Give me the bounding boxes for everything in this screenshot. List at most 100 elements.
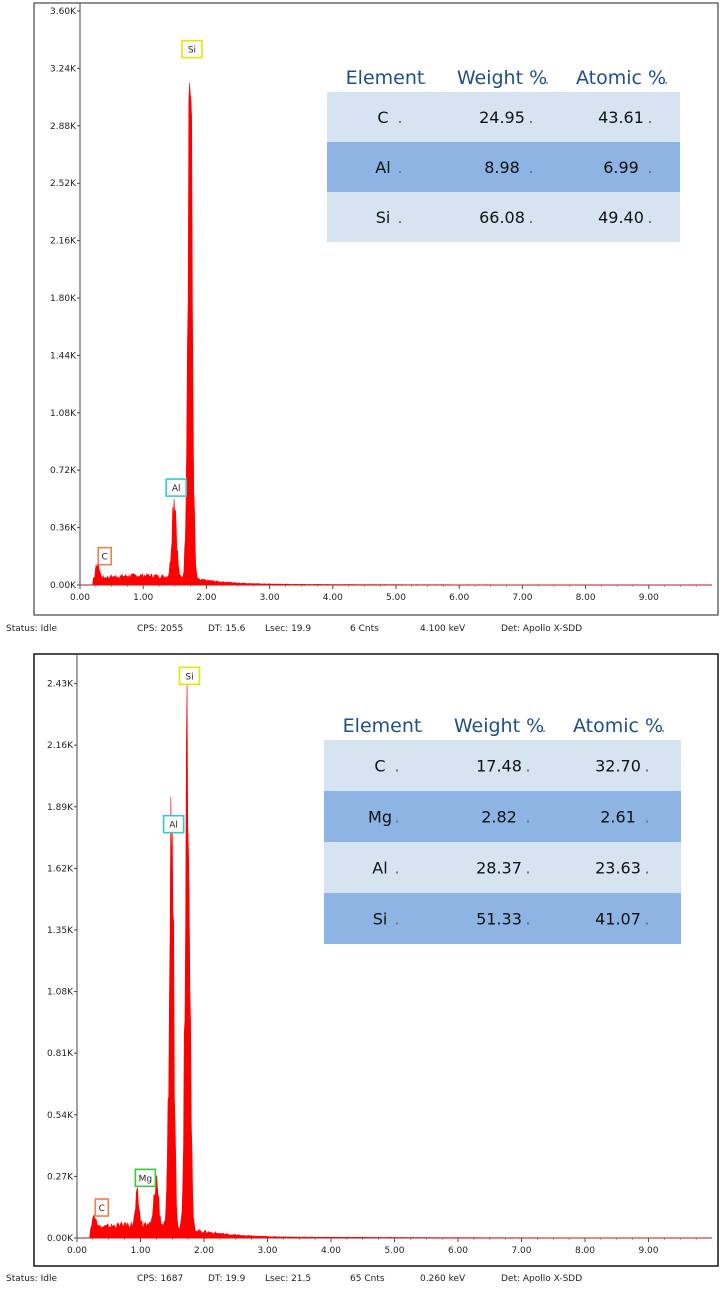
status-detector: Det: Apollo X-SDD <box>501 624 583 634</box>
y-tick-label: 2.52K <box>50 179 77 189</box>
x-tick-label: 7.00 <box>511 1246 531 1256</box>
peak-marker-label: Al <box>172 484 181 494</box>
table-header-mark <box>546 82 548 84</box>
x-tick-label: 5.00 <box>384 1246 404 1256</box>
table-cell-mark <box>646 922 648 925</box>
table-cell-mark <box>649 221 651 223</box>
status-dt: DT: 19.9 <box>208 1274 246 1284</box>
table-cell: 43.61 <box>598 108 644 127</box>
table-cell: 24.95 <box>479 108 525 127</box>
table-cell: 28.37 <box>476 859 522 878</box>
status-cps: CPS: 2055 <box>137 624 184 634</box>
table-header-mark <box>420 730 423 732</box>
status-bar-2: Status: Idle CPS: 1687 DT: 19.9 Lsec: 21… <box>0 1274 726 1292</box>
table-cell: 2.82 <box>481 808 517 827</box>
table-cell: 66.08 <box>479 208 525 227</box>
status-lsec: Lsec: 21.5 <box>265 1274 312 1284</box>
x-tick-label: 2.00 <box>194 1246 214 1256</box>
table-cell-mark <box>396 769 398 772</box>
y-tick-label: 2.16K <box>50 237 77 247</box>
table-cell: 49.40 <box>598 208 644 227</box>
table-cell-mark <box>530 121 532 123</box>
x-tick-label: 3.00 <box>257 1246 277 1256</box>
table-cell: 51.33 <box>476 910 522 929</box>
y-tick-label: 2.88K <box>50 122 77 132</box>
peak-marker-label: C <box>102 553 108 563</box>
table-cell-mark <box>396 820 398 823</box>
x-tick-label: 9.00 <box>638 1246 658 1256</box>
table-cell: 41.07 <box>595 910 641 929</box>
x-tick-label: 9.00 <box>639 593 659 603</box>
x-tick-label: 7.00 <box>512 593 532 603</box>
peak-marker-box <box>134 1168 157 1188</box>
table-cell-mark <box>399 121 401 123</box>
y-tick-label: 3.60K <box>50 7 77 17</box>
table-cell: C <box>377 108 388 127</box>
status-detector: Det: Apollo X-SDD <box>501 1274 583 1284</box>
table-cell-mark <box>649 171 651 173</box>
spectrum-panel-2: 0.00K 0.27K 0.54K 0.81K 1.08K 1.35K 1.62K 1.89K… <box>0 650 726 1291</box>
table-row <box>327 142 680 192</box>
peak-marker-c: C <box>94 1198 110 1217</box>
y-tick-label: 0.00K <box>47 1234 74 1244</box>
x-tick-label: 5.00 <box>386 593 406 603</box>
y-tick-label: 1.44K <box>50 351 77 361</box>
table-header-mark <box>423 82 426 84</box>
table-cell-mark <box>646 769 648 772</box>
table-header-mark <box>543 730 545 732</box>
table-cell: C <box>374 757 385 776</box>
peak-marker-si: Si <box>178 666 201 686</box>
status-cps: CPS: 1687 <box>137 1274 184 1284</box>
y-tick-label: 1.08K <box>50 409 77 419</box>
table-cell: 2.61 <box>600 808 636 827</box>
y-tick-label: 2.16K <box>47 741 74 751</box>
spectrum-area <box>80 83 712 586</box>
table-header-2: Atomic % <box>573 715 663 737</box>
table-cell-mark <box>646 871 648 874</box>
table-cell: 23.63 <box>595 859 641 878</box>
x-tick-label: 8.00 <box>576 593 596 603</box>
peak-marker-label: Mg <box>139 1174 152 1184</box>
table-cell: Al <box>372 859 387 878</box>
status-counts: 65 Cnts <box>350 1274 385 1284</box>
table-cell: Mg <box>368 808 392 827</box>
table-cell-mark <box>527 769 529 772</box>
peak-marker-c: C <box>97 546 112 566</box>
peak-marker-label: C <box>99 1204 105 1214</box>
table-row <box>327 92 680 142</box>
peak-marker-al: Al <box>162 814 185 834</box>
table-header-2: Atomic % <box>576 67 666 89</box>
peak-marker-box <box>94 1198 110 1217</box>
peak-marker-label: Si <box>185 672 193 682</box>
peak-marker-box <box>181 39 203 59</box>
peak-marker-box <box>178 666 201 686</box>
spectrum-chart-2: 0.00K 0.27K 0.54K 0.81K 1.08K 1.35K 1.62K 1.89K… <box>33 653 719 1267</box>
table-row <box>327 192 680 242</box>
peak-marker-box <box>165 478 187 497</box>
table-cell: 8.98 <box>484 158 520 177</box>
y-tick-label: 1.35K <box>47 926 74 936</box>
status-counts: 6 Cnts <box>350 624 379 634</box>
table-row <box>324 893 681 944</box>
y-tick-label: 1.08K <box>47 988 74 998</box>
status-state: Status: Idle <box>6 1274 57 1284</box>
table-cell-mark <box>527 820 529 823</box>
table-cell: Si <box>376 208 391 227</box>
table-header-1: Weight % <box>457 67 547 89</box>
table-cell: Si <box>373 910 388 929</box>
x-tick-label: 4.00 <box>321 1246 341 1256</box>
y-tick-label: 0.27K <box>47 1172 74 1182</box>
table-cell-mark <box>399 171 401 173</box>
x-tick-label: 3.00 <box>260 593 280 603</box>
spectrum-chart-1: 0.00K 0.36K 0.72K 1.08K 1.44K 1.80K 2.16K 2.52K… <box>33 2 719 616</box>
status-kev: 4.100 keV <box>420 624 466 634</box>
table-row <box>324 740 681 791</box>
table-cell: 6.99 <box>603 158 639 177</box>
table-header-1: Weight % <box>454 715 544 737</box>
x-tick-label: 1.00 <box>133 593 153 603</box>
table-cell: 32.70 <box>595 757 641 776</box>
peak-marker-si: Si <box>181 39 203 59</box>
status-dt: DT: 15.6 <box>208 624 246 634</box>
peak-marker-label: Si <box>188 46 196 56</box>
y-tick-label: 2.43K <box>47 680 74 690</box>
